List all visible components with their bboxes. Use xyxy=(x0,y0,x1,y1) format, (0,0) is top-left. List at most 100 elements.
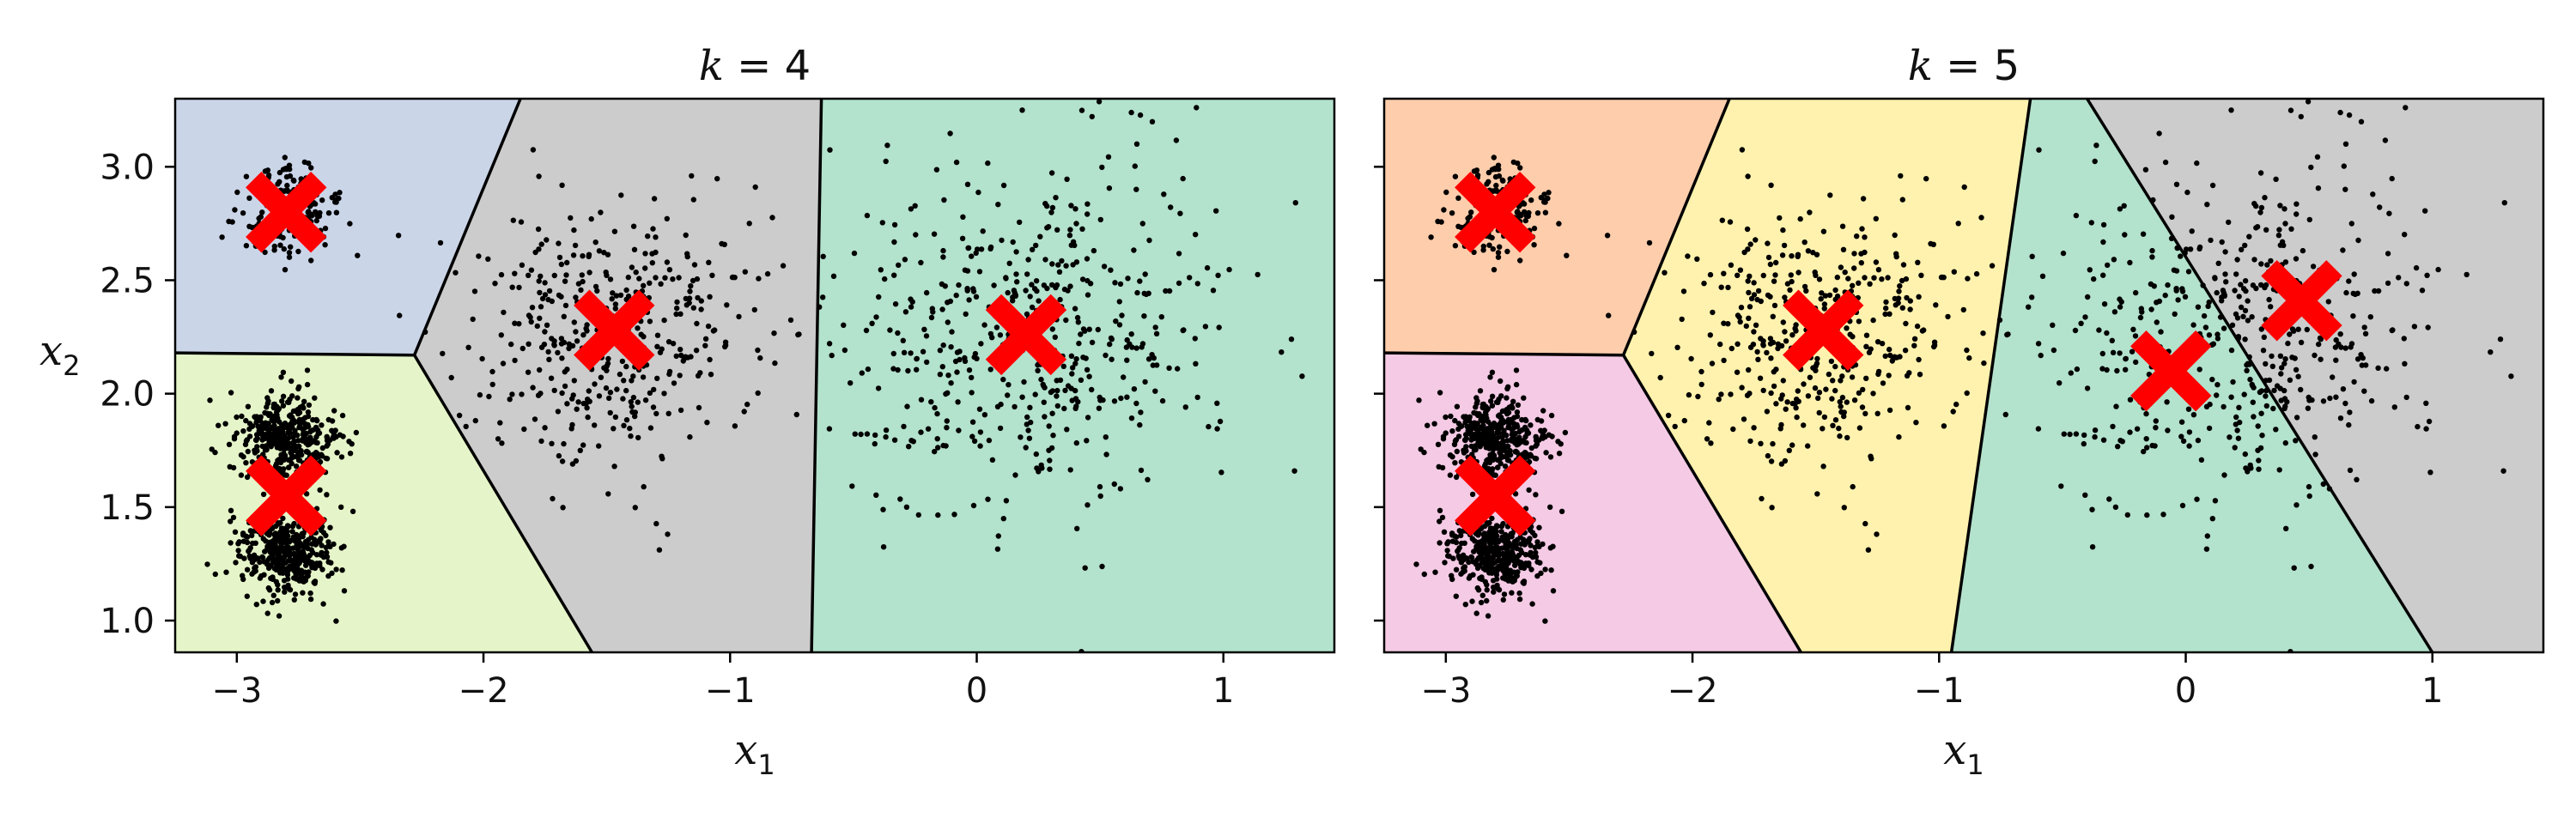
data-point xyxy=(1760,272,1766,279)
data-point xyxy=(1005,289,1011,296)
data-point xyxy=(2282,221,2288,227)
data-point xyxy=(1782,329,1788,335)
data-point xyxy=(945,373,951,379)
data-point xyxy=(1012,472,1018,478)
data-point xyxy=(246,553,252,560)
data-point xyxy=(2117,206,2123,212)
data-point xyxy=(891,239,897,245)
data-point xyxy=(1793,328,1799,334)
data-point xyxy=(516,321,522,327)
data-point xyxy=(1066,233,1073,239)
data-point xyxy=(1012,403,1018,410)
data-point xyxy=(892,301,899,307)
data-point xyxy=(2293,502,2300,508)
data-point xyxy=(1496,430,1503,436)
data-point xyxy=(1506,404,1512,410)
data-point xyxy=(2195,437,2202,444)
data-point xyxy=(2385,280,2391,287)
data-point xyxy=(292,591,299,597)
data-point xyxy=(2111,309,2118,315)
data-point xyxy=(1035,367,1041,373)
data-point xyxy=(279,533,285,539)
data-point xyxy=(1842,270,1848,276)
data-point xyxy=(1707,271,1714,278)
data-point xyxy=(2160,512,2166,518)
data-point xyxy=(1771,383,1777,390)
data-point xyxy=(1531,225,1538,232)
data-point xyxy=(283,526,289,533)
data-point xyxy=(651,386,657,393)
data-point xyxy=(1142,379,1148,385)
data-point xyxy=(1710,309,1716,316)
data-point xyxy=(397,312,403,318)
data-point xyxy=(2242,451,2248,457)
data-point xyxy=(969,419,976,425)
x-tick-label: 1 xyxy=(1212,671,1234,711)
data-point xyxy=(1255,271,1261,278)
data-point xyxy=(331,541,337,548)
data-point xyxy=(239,413,245,420)
data-point xyxy=(2202,324,2209,330)
data-point xyxy=(2251,201,2257,207)
data-point xyxy=(1562,429,1569,436)
data-point xyxy=(1803,288,1809,294)
data-point xyxy=(1445,553,1451,559)
data-point xyxy=(1153,330,1160,336)
data-point xyxy=(869,320,875,326)
data-point xyxy=(1019,107,1025,113)
data-point xyxy=(1904,373,1911,379)
data-point xyxy=(948,344,954,350)
data-point xyxy=(245,403,252,409)
data-point xyxy=(964,288,970,294)
data-point xyxy=(235,541,241,547)
data-point xyxy=(1084,256,1091,262)
data-point xyxy=(2109,337,2115,343)
data-point xyxy=(1480,436,1486,442)
data-point xyxy=(307,428,313,435)
data-point xyxy=(314,451,320,457)
data-point xyxy=(1488,547,1495,554)
data-point xyxy=(1194,394,1200,401)
data-point xyxy=(1524,430,1530,437)
data-point xyxy=(630,373,636,379)
data-point xyxy=(918,429,924,435)
data-point xyxy=(2232,445,2238,451)
data-point xyxy=(653,234,659,240)
data-point xyxy=(2250,399,2256,405)
x-axis-label: x1 xyxy=(734,726,775,781)
data-point xyxy=(618,192,624,198)
data-point xyxy=(1105,154,1112,160)
data-point xyxy=(2205,303,2211,309)
data-point xyxy=(671,380,677,386)
data-point xyxy=(1113,318,1119,324)
data-point xyxy=(1471,409,1477,416)
data-point xyxy=(325,416,331,423)
data-point xyxy=(623,417,630,423)
data-point xyxy=(2074,366,2081,373)
data-point xyxy=(296,457,303,464)
data-point xyxy=(887,327,893,333)
data-point xyxy=(1049,410,1055,416)
data-point xyxy=(1737,318,1743,325)
data-point xyxy=(346,439,352,445)
data-point xyxy=(827,147,833,153)
data-point xyxy=(1076,340,1082,347)
data-point xyxy=(1820,464,1826,470)
data-point xyxy=(1059,258,1065,264)
data-point xyxy=(1728,345,1735,352)
data-point xyxy=(1192,336,1199,342)
data-point xyxy=(930,309,936,315)
centroid-marker xyxy=(574,289,655,371)
data-point xyxy=(2424,272,2430,278)
data-point xyxy=(1479,574,1485,580)
data-point xyxy=(275,597,281,604)
data-point xyxy=(1084,211,1091,217)
data-point xyxy=(492,281,498,287)
data-point xyxy=(477,391,483,398)
data-point xyxy=(702,336,709,342)
data-point xyxy=(575,399,581,405)
data-point xyxy=(1152,324,1158,330)
data-point xyxy=(2288,226,2294,232)
data-point xyxy=(627,425,633,432)
data-point xyxy=(265,421,271,427)
